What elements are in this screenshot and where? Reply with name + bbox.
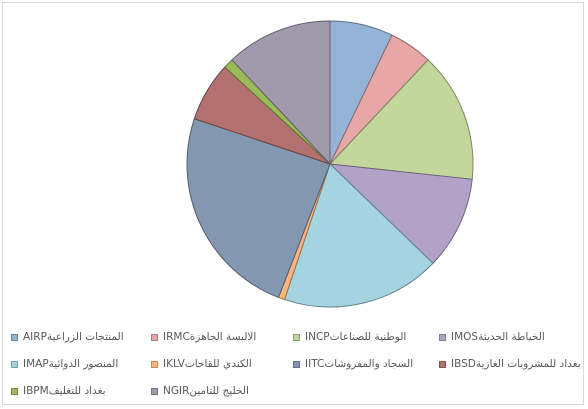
legend-item: IRMCالالبسة الجاهزة (151, 330, 256, 344)
pie-chart (186, 20, 474, 308)
pie-slice (328, 59, 474, 180)
legend-label: IRMCالالبسة الجاهزة (163, 331, 257, 343)
legend-item: IMOSالخياطة الحديثة (439, 330, 545, 344)
legend-swatch (151, 387, 158, 395)
legend-label: INCPالوطنية للصناعات (305, 331, 407, 343)
legend-item: IMAPالمنصور الدوائية (11, 357, 118, 371)
legend-swatch (151, 333, 158, 341)
legend-item: IBPMبغداد للتغليف (11, 384, 106, 398)
legend-item: IKLVالكندي للقاحات (151, 357, 252, 371)
legend-swatch (11, 333, 18, 341)
legend-label: IMOSالخياطة الحديثة (451, 331, 545, 343)
chart-area: AIRPالمنتجات الزراعية IRMCالالبسة الجاهزة… (2, 2, 584, 405)
legend-label: IITCالسجاد والمفروشات (305, 358, 414, 370)
legend-item: INCPالوطنية للصناعات (293, 330, 406, 344)
legend-label: IKLVالكندي للقاحات (163, 358, 252, 370)
legend-label: AIRPالمنتجات الزراعية (23, 331, 124, 343)
pie-slice (283, 163, 434, 308)
legend-swatch (11, 387, 18, 395)
legend-swatch (293, 333, 300, 341)
legend-item: NGIRالخليج للتامين (151, 384, 249, 398)
legend-label: IMAPالمنصور الدوائية (23, 358, 119, 370)
legend-label: IBSDبغداد للمشروبات الغازية (451, 358, 581, 370)
legend-item: AIRPالمنتجات الزراعية (11, 330, 124, 344)
legend-label: IBPMبغداد للتغليف (23, 385, 106, 397)
pie-slice (231, 20, 331, 166)
legend-swatch (11, 360, 18, 368)
legend-swatch (439, 360, 446, 368)
legend-swatch (151, 360, 158, 368)
legend-swatch (439, 333, 446, 341)
legend-item: IITCالسجاد والمفروشات (293, 357, 413, 371)
legend-item: IBSDبغداد للمشروبات الغازية (439, 357, 581, 371)
legend-label: NGIRالخليج للتامين (163, 385, 249, 397)
pie-slice (328, 163, 473, 264)
pie-slice (186, 118, 331, 299)
legend-swatch (293, 360, 300, 368)
